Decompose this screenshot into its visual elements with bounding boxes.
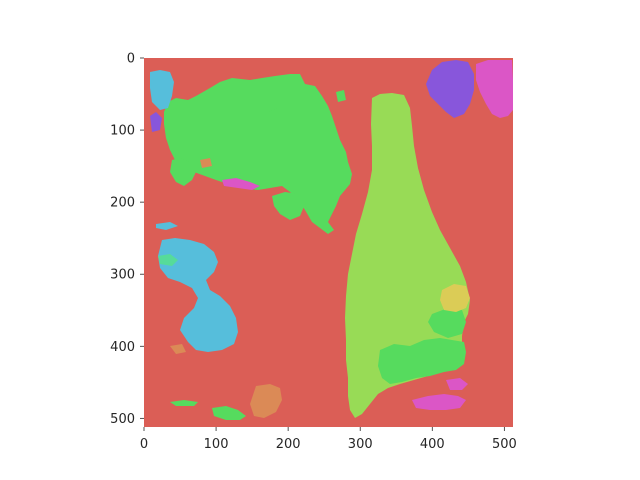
y-tick-label: 500 xyxy=(110,412,135,427)
segment-region-magenta xyxy=(412,394,466,410)
segment-region-bright-green xyxy=(170,400,198,406)
segment-region-purple xyxy=(150,112,162,132)
y-axis: 0 100 200 300 400 500 xyxy=(110,52,144,427)
segment-region-cyan xyxy=(156,222,178,230)
y-tick-label: 300 xyxy=(110,268,135,283)
x-tick-label: 100 xyxy=(204,437,229,452)
segmentation-regions xyxy=(150,60,513,420)
x-tick-label: 400 xyxy=(420,437,445,452)
segment-region-lime-green xyxy=(345,93,470,418)
x-tick-label: 0 xyxy=(140,437,148,452)
segment-region-bright-green xyxy=(170,158,196,186)
segment-region-orange xyxy=(170,344,186,354)
segment-region-bright-green xyxy=(378,338,466,384)
segment-region-orange xyxy=(250,384,282,418)
x-tick-label: 500 xyxy=(492,437,517,452)
segment-region-cyan xyxy=(158,238,238,352)
segment-region-cyan xyxy=(150,70,174,110)
y-tick-label: 400 xyxy=(110,340,135,355)
segment-region-bright-green xyxy=(212,406,246,420)
segment-region-magenta xyxy=(476,60,513,118)
segment-region-yellow xyxy=(440,284,470,312)
segment-region-orange xyxy=(200,158,212,168)
segment-region-teal-green xyxy=(158,254,178,266)
y-tick-label: 200 xyxy=(110,196,135,211)
segment-region-bright-green xyxy=(272,192,305,220)
segment-region-magenta xyxy=(446,378,468,390)
image-plot-area xyxy=(144,58,513,427)
x-tick-label: 200 xyxy=(276,437,301,452)
y-tick-label: 0 xyxy=(127,52,135,67)
segment-region-bright-green xyxy=(336,90,346,102)
x-tick-label: 300 xyxy=(348,437,373,452)
segment-region-bright-green xyxy=(262,94,278,112)
segment-region-bright-green xyxy=(164,74,352,234)
segment-region-bright-green xyxy=(428,308,466,338)
segment-region-purple xyxy=(426,60,474,118)
x-axis: 0 100 200 300 400 500 xyxy=(140,427,517,452)
y-tick-label: 100 xyxy=(110,124,135,139)
segment-region-magenta xyxy=(222,178,260,190)
